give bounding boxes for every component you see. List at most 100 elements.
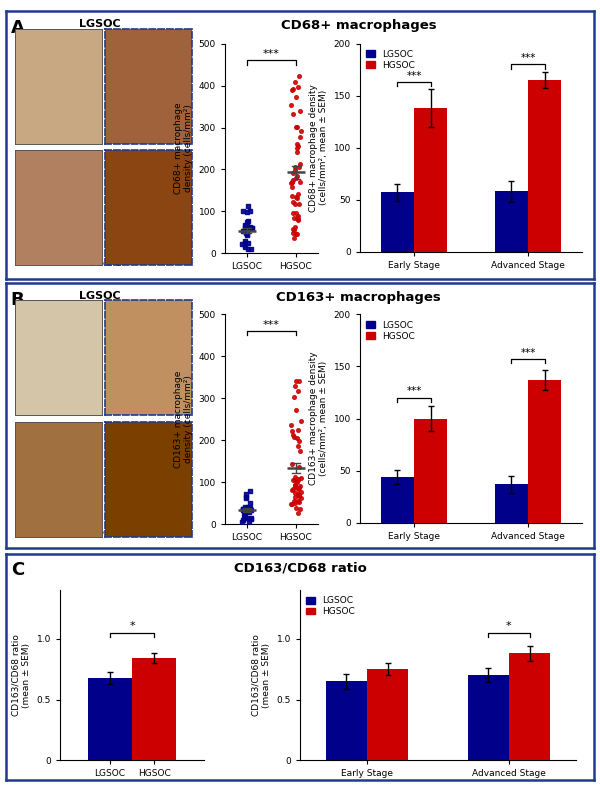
Legend: LGSOC, HGSOC: LGSOC, HGSOC xyxy=(365,48,417,71)
Point xyxy=(241,234,250,247)
Point xyxy=(290,486,299,499)
Point xyxy=(241,238,250,251)
Point xyxy=(238,502,247,515)
Point xyxy=(288,196,298,208)
Point xyxy=(289,431,298,444)
Point xyxy=(241,488,251,501)
Point xyxy=(291,404,301,417)
Y-axis label: CD68+ macrophage density
(cells/mm², mean ± SEM): CD68+ macrophage density (cells/mm², mea… xyxy=(309,84,328,211)
Point xyxy=(244,506,253,519)
Point xyxy=(290,479,299,492)
Point xyxy=(240,223,250,235)
Point xyxy=(290,231,299,244)
Text: C: C xyxy=(11,562,24,579)
Point xyxy=(296,471,305,484)
Point xyxy=(243,236,253,249)
Point xyxy=(290,479,300,492)
Point xyxy=(293,495,303,508)
Point xyxy=(244,516,254,528)
Point xyxy=(292,121,301,134)
Point xyxy=(294,375,304,387)
Text: ***: *** xyxy=(263,320,280,330)
Y-axis label: CD163/CD68 ratio
(mean ± SEM): CD163/CD68 ratio (mean ± SEM) xyxy=(11,634,31,716)
Point xyxy=(243,243,253,256)
Point xyxy=(245,497,255,509)
Text: CD163+ macrophages: CD163+ macrophages xyxy=(277,291,441,303)
Point xyxy=(288,108,298,120)
Point xyxy=(241,491,251,504)
Point xyxy=(292,192,302,204)
Point xyxy=(296,414,305,427)
Point xyxy=(293,487,303,500)
Point xyxy=(293,474,303,486)
Bar xyxy=(495,192,528,252)
Point xyxy=(292,169,301,182)
Point xyxy=(295,502,305,515)
Point xyxy=(288,207,298,219)
Point xyxy=(238,204,248,217)
Bar xyxy=(528,80,561,252)
Point xyxy=(293,506,302,519)
Point xyxy=(242,216,252,229)
Point xyxy=(286,497,296,510)
Point xyxy=(295,461,304,474)
Point xyxy=(290,497,300,510)
Point xyxy=(238,516,247,528)
Text: *: * xyxy=(506,621,512,631)
Point xyxy=(243,200,253,212)
Point xyxy=(243,501,253,513)
Text: ***: *** xyxy=(520,53,536,63)
Y-axis label: CD163+ macrophage
density (cells/mm²): CD163+ macrophage density (cells/mm²) xyxy=(174,371,193,468)
Point xyxy=(245,204,255,217)
Point xyxy=(290,470,300,483)
Point xyxy=(245,501,254,514)
Point xyxy=(242,206,252,219)
Point xyxy=(289,390,299,403)
Point xyxy=(291,228,301,241)
Point xyxy=(290,481,300,493)
Point xyxy=(295,176,305,188)
Point xyxy=(289,494,298,507)
Point xyxy=(242,227,251,240)
Point xyxy=(287,84,297,97)
Text: LGSOC: LGSOC xyxy=(79,291,121,301)
Point xyxy=(296,125,305,138)
Point xyxy=(287,176,296,188)
Bar xyxy=(414,418,447,523)
Point xyxy=(287,181,297,193)
Point xyxy=(293,213,302,226)
Point xyxy=(290,220,299,233)
Point xyxy=(289,167,298,180)
Text: LGSOC: LGSOC xyxy=(79,19,121,29)
Text: ***: *** xyxy=(520,348,536,358)
Point xyxy=(293,385,302,398)
Point xyxy=(241,224,251,237)
Point xyxy=(294,70,304,82)
Point xyxy=(245,485,254,498)
Point xyxy=(295,489,304,501)
Point xyxy=(247,512,256,524)
Point xyxy=(296,486,305,499)
Point xyxy=(293,81,302,93)
Bar xyxy=(88,678,132,760)
Point xyxy=(288,474,298,486)
Text: ***: *** xyxy=(406,70,422,81)
Point xyxy=(290,380,299,393)
Point xyxy=(294,198,304,211)
Point xyxy=(289,223,298,236)
Point xyxy=(286,419,296,432)
Point xyxy=(245,503,255,516)
Text: *: * xyxy=(129,621,135,631)
Point xyxy=(238,225,248,238)
Text: B: B xyxy=(11,291,25,309)
Point xyxy=(293,209,303,222)
Point xyxy=(288,223,298,235)
Text: CD163/CD68 ratio: CD163/CD68 ratio xyxy=(233,562,367,574)
Text: A: A xyxy=(11,19,25,37)
Point xyxy=(292,120,301,133)
Point xyxy=(293,213,303,226)
Point xyxy=(286,99,296,112)
Bar xyxy=(509,653,550,760)
Point xyxy=(243,221,253,234)
Point xyxy=(291,502,301,515)
